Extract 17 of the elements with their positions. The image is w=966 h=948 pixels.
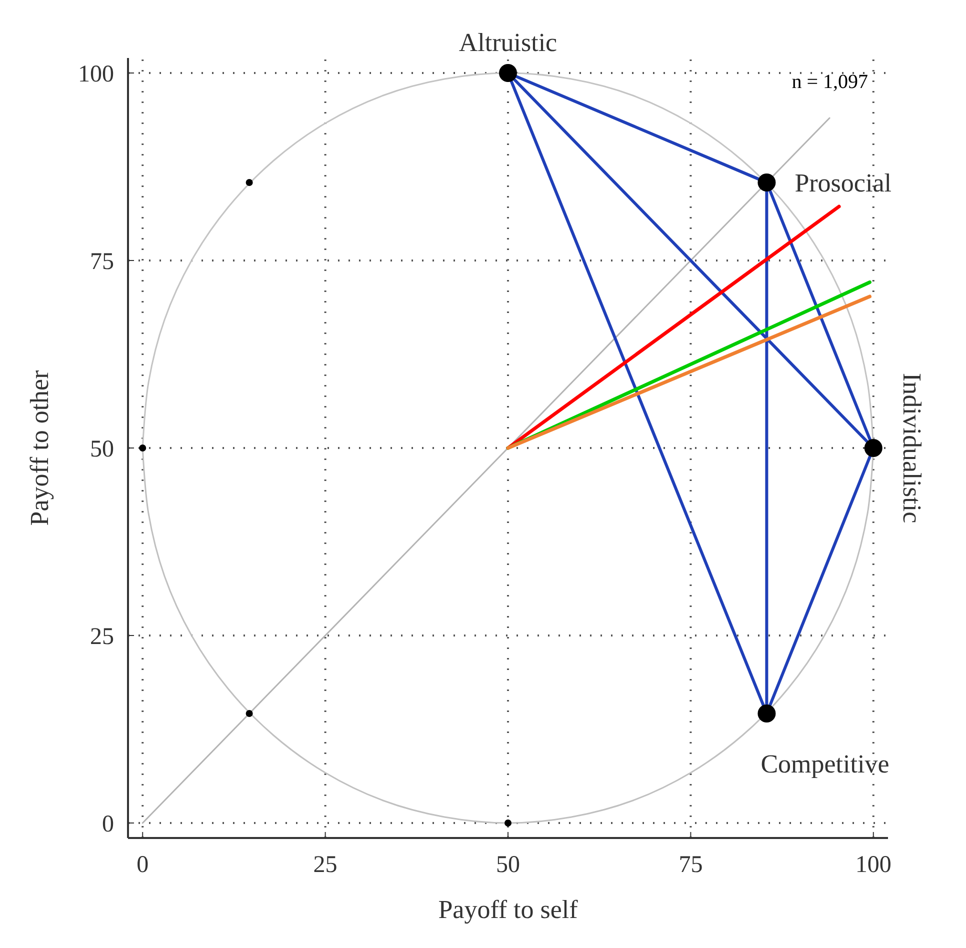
y-axis-title: Payoff to other [25,370,54,526]
x-tick-label: 50 [496,852,520,878]
y-tick-label: 100 [78,61,114,88]
annotation: Individualistic [897,372,926,524]
annotation: n = 1,097 [792,71,868,93]
y-tick-label: 75 [90,248,114,275]
y-tick-label: 25 [90,624,114,650]
x-axis-title: Payoff to self [438,895,578,924]
x-tick-label: 25 [313,852,338,878]
y-tick-label: 0 [102,811,114,838]
annotation: Competitive [760,750,890,779]
y-tick-label: 50 [90,436,114,462]
annotation: Altruistic [458,28,558,57]
x-tick-label: 100 [855,852,892,878]
x-tick-label: 75 [678,852,703,878]
annotation: Prosocial [794,168,892,198]
x-tick-label: 0 [136,852,149,878]
